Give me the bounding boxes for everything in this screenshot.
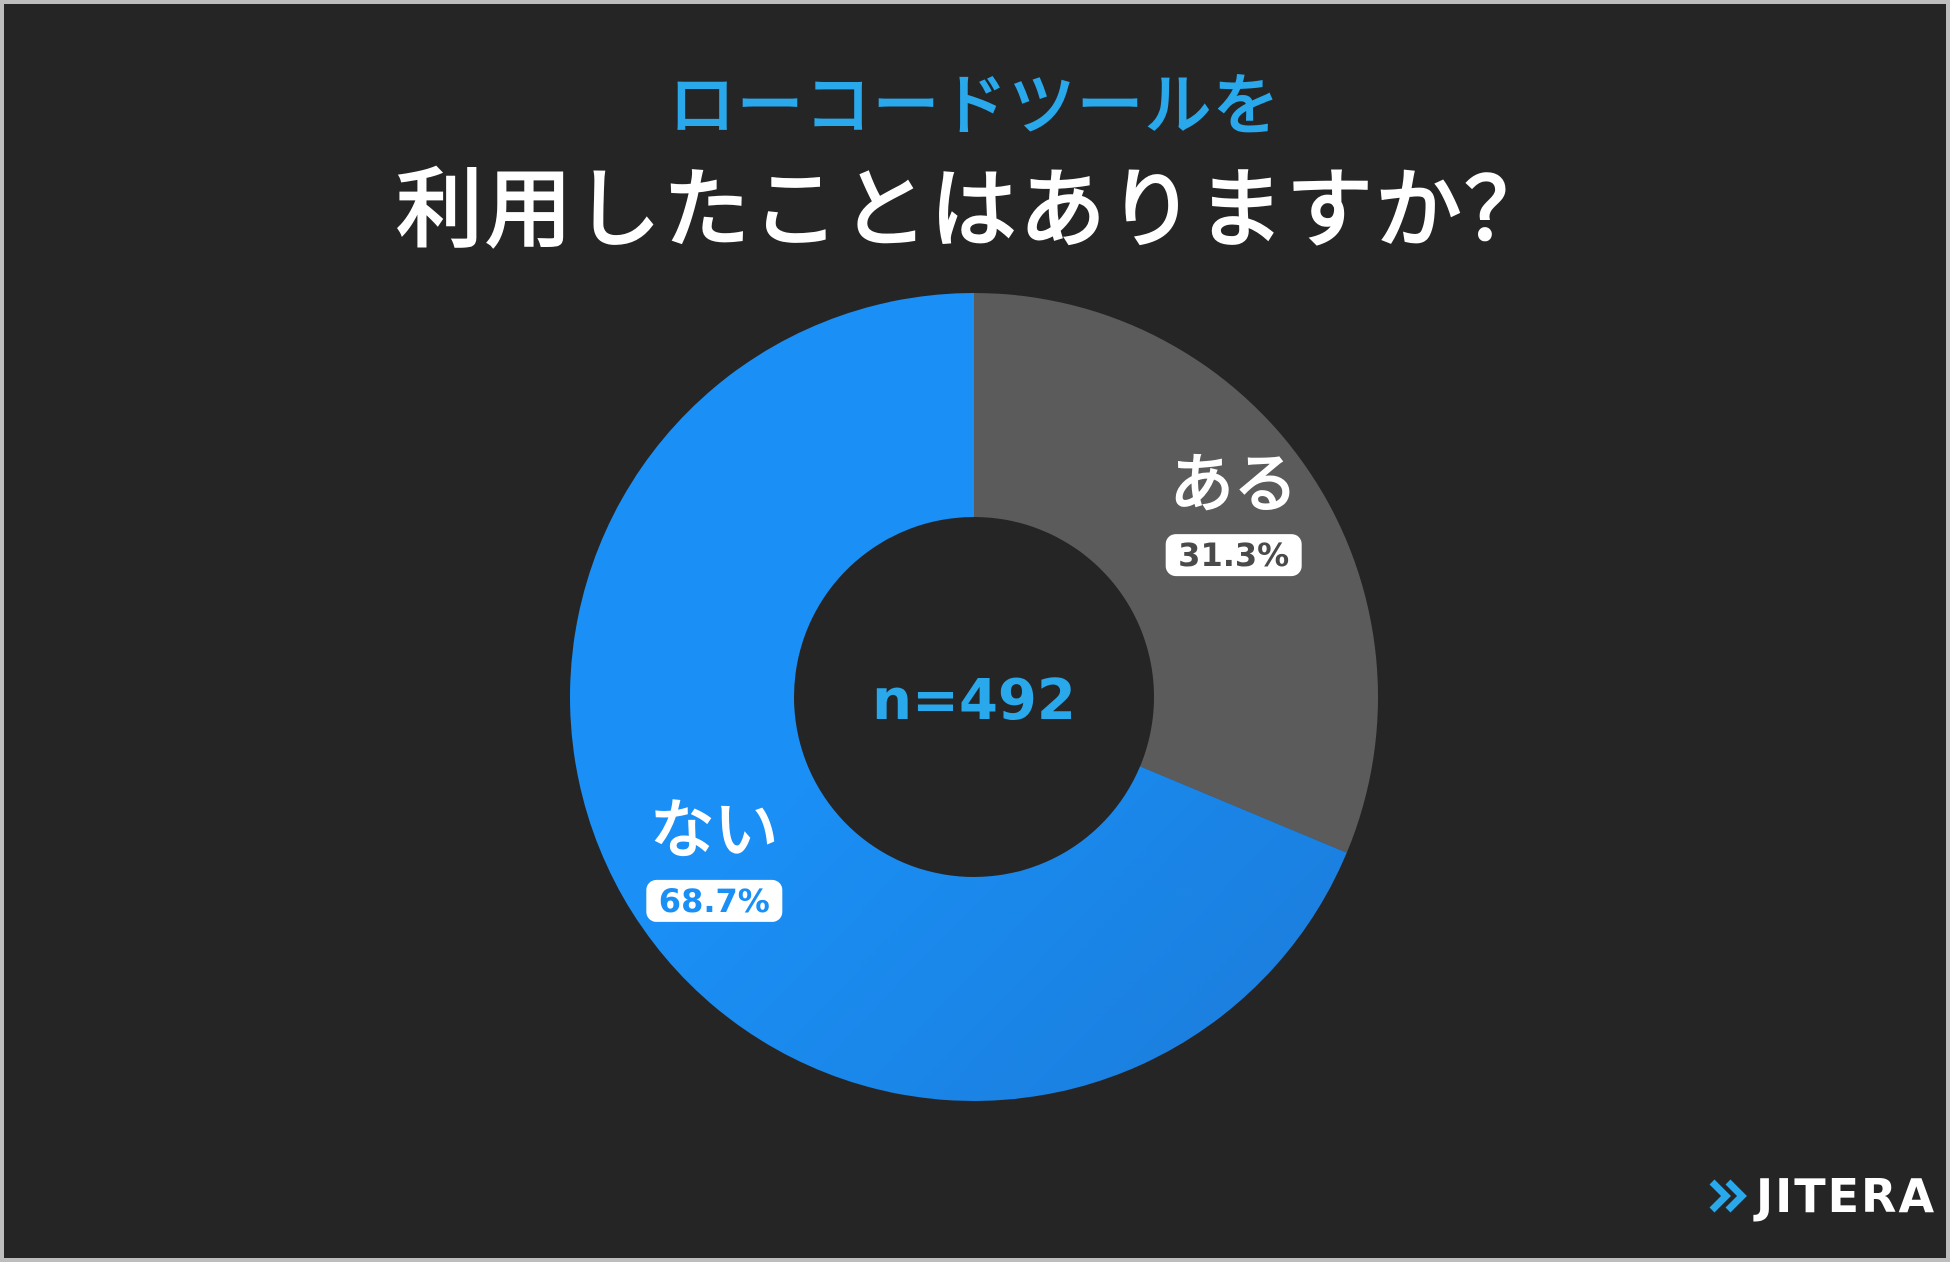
- donut-chart: ある 31.3% ない 68.7% n=492: [569, 293, 1378, 1101]
- double-chevron-right-icon: [1709, 1179, 1747, 1213]
- brand-logo: JITERA: [1708, 1169, 1937, 1223]
- slice-category-label: ある: [1170, 448, 1298, 522]
- percent-badge: [1165, 534, 1302, 577]
- sample-size-label: n=492: [872, 668, 1076, 733]
- percent-badge: [646, 879, 783, 922]
- slice-percent-label: 31.3%: [1178, 536, 1289, 574]
- chart-title-line1: ローコードツールを: [669, 67, 1281, 144]
- brand-name: JITERA: [1756, 1169, 1937, 1223]
- slice-label-yes: ある 31.3%: [1165, 448, 1302, 577]
- slice-category-label: ない: [650, 794, 778, 868]
- chart-title-line2: 利用したことはありますか？: [396, 160, 1554, 260]
- slice-label-no: ない 68.7%: [646, 794, 783, 922]
- chart-frame: ローコードツールを 利用したことはありますか？ ある 31.3% ない 68.7% n=…: [4, 4, 1946, 1258]
- slice-percent-label: 68.7%: [659, 882, 770, 920]
